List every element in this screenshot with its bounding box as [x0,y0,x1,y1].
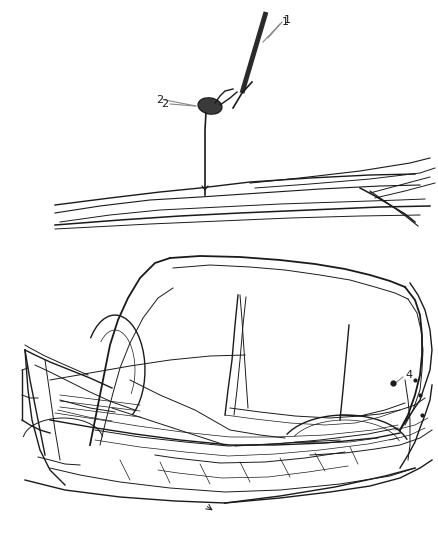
Text: 1: 1 [282,17,289,27]
Text: 4: 4 [405,370,412,380]
Text: 2: 2 [161,99,168,109]
Ellipse shape [199,99,221,113]
Text: 1: 1 [284,15,291,25]
Text: 2: 2 [156,95,163,105]
